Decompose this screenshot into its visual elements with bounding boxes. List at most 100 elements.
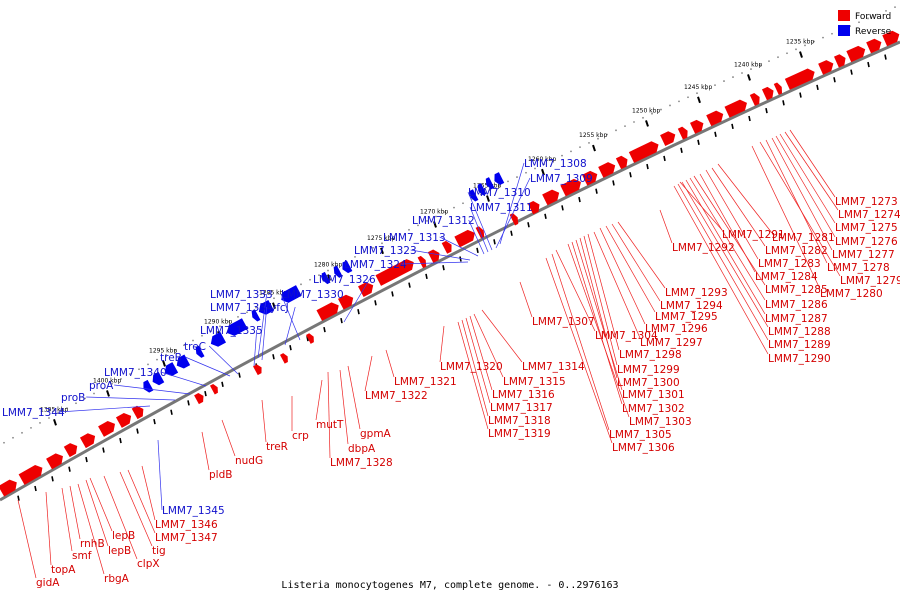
forward-gene-label-gida: gidA xyxy=(36,577,60,589)
backbone-tick xyxy=(544,213,547,219)
reverse-leader-line xyxy=(467,191,493,251)
backbone-tick xyxy=(153,418,156,425)
forward-leader-line xyxy=(605,225,656,313)
kbp-tick-label: 1260 kbp xyxy=(528,156,556,163)
backbone-tick xyxy=(629,172,632,178)
forward-gene-label-lmm7-1294: LMM7_1294 xyxy=(660,300,723,312)
legend-label-forward: Forward xyxy=(855,12,891,22)
guide-dot xyxy=(615,129,617,132)
backbone-tick xyxy=(697,139,700,145)
guide-dot xyxy=(831,32,833,35)
guide-dot xyxy=(894,6,896,8)
forward-leader-line xyxy=(779,133,836,224)
forward-leader-line xyxy=(677,183,769,341)
forward-leader-line xyxy=(659,209,673,244)
guide-dot xyxy=(885,9,887,12)
forward-gene-label-lmm7-1328: LMM7_1328 xyxy=(330,457,393,469)
forward-leader-line xyxy=(347,365,361,430)
forward-gene-label-lmm7-1295: LMM7_1295 xyxy=(655,311,718,323)
reverse-gene-label-lmm7-1310: LMM7_1310 xyxy=(468,187,531,199)
forward-gene xyxy=(427,249,440,263)
forward-leader-line xyxy=(751,145,821,290)
kbp-tick-mark xyxy=(106,390,110,397)
forward-leader-line xyxy=(89,477,113,532)
forward-genes xyxy=(0,30,900,497)
backbone-tick xyxy=(782,100,785,106)
forward-leader-line xyxy=(765,139,828,264)
forward-gene xyxy=(0,479,17,497)
forward-gene xyxy=(98,421,115,437)
guide-dot xyxy=(417,224,419,227)
forward-gene-label-lmm7-1289: LMM7_1289 xyxy=(768,339,831,351)
forward-gene-label-topa: topA xyxy=(51,564,76,576)
kbp-tick-label: 1295 kbp xyxy=(149,347,177,354)
reverse-leader-line xyxy=(253,329,258,367)
backbone-tick xyxy=(561,205,564,211)
guide-dot xyxy=(372,246,374,249)
reverse-gene-label-yfcj: yfcJ xyxy=(270,302,289,314)
reverse-leader-line xyxy=(86,396,176,401)
backbone-tick xyxy=(102,447,105,453)
forward-gene-label-smf: smf xyxy=(72,550,92,562)
forward-leader-line xyxy=(593,231,641,339)
forward-leader-line xyxy=(339,369,349,445)
forward-gene xyxy=(761,86,774,101)
guide-dot xyxy=(651,112,653,115)
guide-dot xyxy=(795,48,797,51)
backbone-tick xyxy=(833,77,836,83)
forward-gene xyxy=(441,240,452,254)
forward-gene-label-lepb: lepB xyxy=(108,545,131,557)
guide-dot xyxy=(804,44,806,47)
kbp-tick-mark xyxy=(380,247,384,255)
reverse-gene-label-lmm7-1340: LMM7_1340 xyxy=(104,367,167,379)
guide-dot xyxy=(777,56,779,59)
backbone-tick xyxy=(204,390,207,397)
guide-dot xyxy=(732,76,734,78)
backbone-tick xyxy=(595,188,598,194)
reverse-gene xyxy=(342,260,353,274)
forward-gene-label-lmm7-1293: LMM7_1293 xyxy=(665,287,728,299)
forward-gene xyxy=(749,92,760,106)
forward-leader-line xyxy=(611,223,661,302)
guide-dot xyxy=(408,228,410,231)
backbone-tick xyxy=(221,381,224,387)
guide-dot xyxy=(219,325,221,328)
forward-gene-label-lmm7-1273: LMM7_1273 xyxy=(835,196,898,208)
forward-gene xyxy=(194,393,204,405)
forward-leader-line xyxy=(705,169,759,260)
forward-gene-label-lmm7-1300: LMM7_1300 xyxy=(617,377,680,389)
reverse-gene xyxy=(176,354,191,369)
forward-leader-line xyxy=(364,355,373,392)
reverse-leader-line xyxy=(160,371,207,387)
kbp-tick-mark xyxy=(541,168,545,176)
kbp-tick-label: 1245 kbp xyxy=(684,84,712,91)
backbone-tick xyxy=(17,495,20,501)
guide-dot xyxy=(21,431,23,434)
reverse-leader-line xyxy=(495,177,531,249)
reverse-gene-label-lmm7-1311: LMM7_1311 xyxy=(470,202,533,214)
forward-leader-line xyxy=(439,325,445,363)
forward-leader-line xyxy=(457,321,489,430)
reverse-gene-label-lmm7-1308: LMM7_1308 xyxy=(524,158,587,170)
forward-leader-line xyxy=(717,163,773,234)
guide-dot xyxy=(858,21,860,24)
reverse-leader-line xyxy=(261,306,268,361)
forward-gene xyxy=(628,141,659,163)
forward-gene xyxy=(79,433,96,449)
forward-leader-line xyxy=(119,471,153,547)
guide-dot xyxy=(399,233,401,236)
forward-leader-line xyxy=(473,313,504,378)
guide-dot xyxy=(867,17,869,20)
backbone-tick xyxy=(663,155,666,162)
forward-gene-label-lmm7-1321: LMM7_1321 xyxy=(394,376,457,388)
kbp-tick-label: 1250 kbp xyxy=(632,107,660,114)
reverse-gene-label-lmm7-1323: LMM7_1323 xyxy=(354,245,417,257)
guide-dot xyxy=(579,146,581,149)
reverse-gene-label-lmm7-1330: LMM7_1330 xyxy=(281,289,344,301)
forward-leader-line xyxy=(469,315,493,391)
forward-gene-label-lmm7-1318: LMM7_1318 xyxy=(488,415,551,427)
forward-gene xyxy=(818,60,834,75)
reverse-leader-line xyxy=(410,249,471,261)
forward-leader-line xyxy=(693,175,766,286)
reverse-gene xyxy=(210,331,227,347)
